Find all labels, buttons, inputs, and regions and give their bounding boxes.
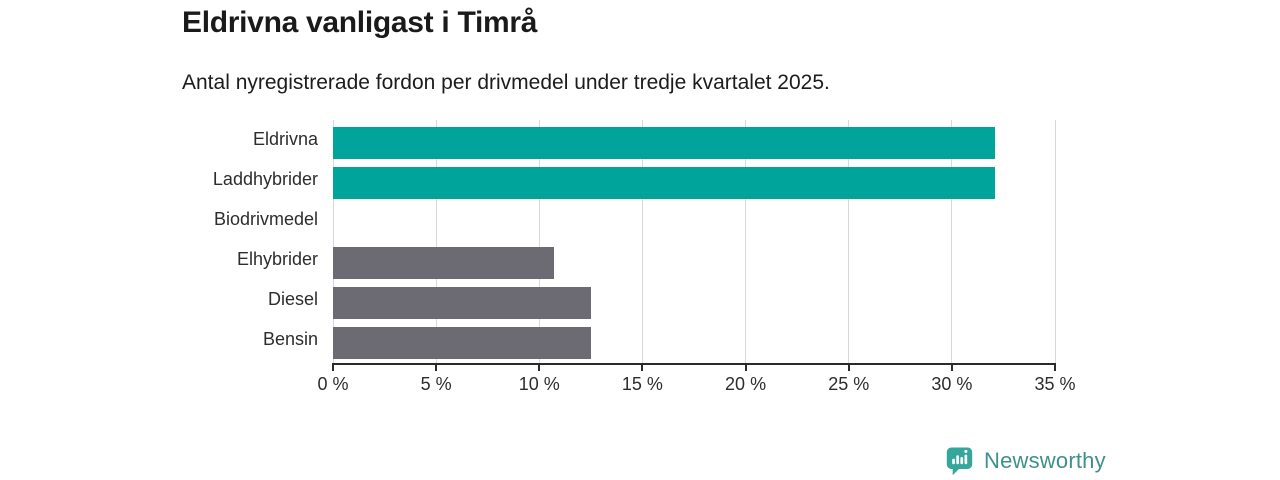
gridline: [538, 120, 540, 363]
x-axis-tick: [538, 365, 541, 371]
x-axis-tick: [847, 365, 850, 371]
x-axis-tick-label: 10 %: [518, 374, 560, 394]
chart-subtitle: Antal nyregistrerade fordon per drivmede…: [182, 71, 830, 94]
x-axis-tick: [435, 365, 438, 371]
gridline: [1054, 120, 1056, 363]
category-label: Diesel: [267, 289, 318, 309]
category-label: Laddhybrider: [212, 169, 318, 189]
x-axis-tick-label: 30 %: [931, 374, 973, 394]
x-axis-tick-label: 35 %: [1034, 374, 1076, 394]
chart-title: Eldrivna vanligast i Timrå: [182, 6, 538, 39]
gridline: [435, 120, 437, 363]
bar: [333, 327, 591, 359]
bar: [333, 127, 996, 159]
x-axis-tick-label: 5 %: [420, 374, 452, 394]
x-axis-tick-label: 15 %: [621, 374, 663, 394]
category-axis-labels: Eldrivna Laddhybrider Biodrivmedel Elhybrid…: [170, 119, 318, 359]
category-label: Bensin: [262, 329, 318, 349]
gridline: [848, 120, 850, 363]
x-axis-tick-label: 0 %: [317, 374, 349, 394]
gridline: [641, 120, 643, 363]
gridline: [332, 120, 334, 363]
gridline: [745, 120, 747, 363]
bar: [333, 167, 996, 199]
gridline: [951, 120, 953, 363]
bar: [333, 247, 554, 279]
plot-area: [332, 119, 1056, 363]
newsworthy-logo-text: Newsworthy: [984, 448, 1106, 473]
x-axis-tick: [1054, 365, 1056, 371]
x-axis-tick: [332, 365, 334, 371]
newsworthy-logo-icon: [944, 445, 975, 477]
x-axis-tick: [950, 365, 953, 371]
x-axis-tick: [744, 365, 747, 371]
x-axis-tick: [641, 365, 644, 371]
bar: [333, 287, 591, 319]
category-label: Elhybrider: [236, 249, 318, 269]
category-label: Eldrivna: [252, 129, 318, 149]
x-axis-line: [332, 363, 1056, 365]
newsworthy-logo: Newsworthy: [944, 445, 1106, 477]
x-axis-tick-label: 25 %: [828, 374, 870, 394]
x-axis-tick-label: 20 %: [725, 374, 767, 394]
category-label: Biodrivmedel: [213, 209, 318, 229]
